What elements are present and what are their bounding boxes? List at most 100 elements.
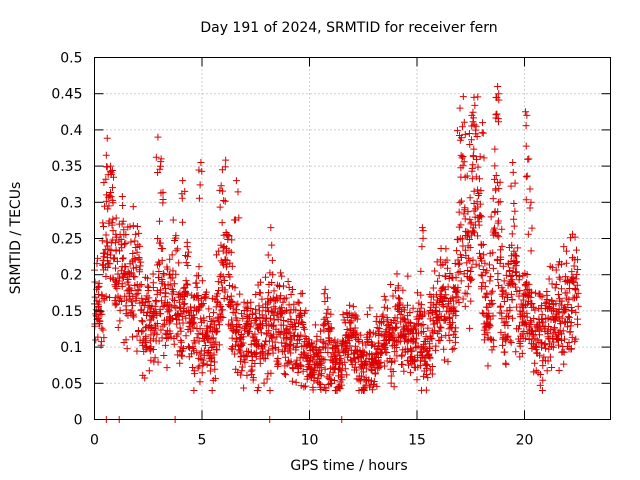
data-point — [175, 316, 183, 324]
data-point — [540, 353, 548, 361]
data-point — [274, 346, 282, 354]
y-tick-label: 0.25 — [51, 232, 82, 248]
data-point — [564, 323, 572, 331]
data-point — [177, 336, 185, 344]
data-point — [464, 282, 472, 290]
data-point — [193, 283, 201, 291]
data-point — [265, 327, 273, 335]
data-point — [94, 254, 102, 262]
data-point — [530, 303, 538, 311]
data-point — [382, 296, 390, 304]
data-point — [440, 356, 448, 364]
data-point — [221, 286, 229, 294]
data-point — [551, 284, 559, 292]
data-point — [444, 358, 452, 366]
data-point — [498, 225, 506, 233]
data-point — [264, 251, 272, 259]
data-point — [321, 298, 329, 306]
data-point — [321, 285, 329, 293]
data-point — [472, 173, 480, 181]
data-point — [122, 336, 130, 344]
data-point — [152, 298, 160, 306]
data-point — [147, 331, 155, 339]
data-point — [419, 328, 427, 336]
data-point — [508, 230, 516, 238]
data-point — [122, 302, 130, 310]
data-point — [152, 296, 160, 304]
data-point — [113, 285, 121, 293]
data-point — [558, 330, 566, 338]
data-point — [431, 267, 439, 275]
data-point — [480, 336, 488, 344]
data-point — [190, 387, 198, 395]
data-point — [349, 303, 357, 311]
data-point — [269, 322, 277, 330]
data-point — [321, 365, 329, 373]
data-point — [192, 279, 200, 287]
data-point — [527, 288, 535, 296]
data-point — [323, 294, 331, 302]
data-point — [526, 185, 534, 193]
data-point — [343, 325, 351, 333]
data-point — [122, 231, 130, 239]
data-point — [217, 257, 225, 265]
data-point — [278, 272, 286, 280]
data-point — [127, 269, 135, 277]
data-point — [255, 302, 263, 310]
data-point — [488, 336, 496, 344]
data-point — [277, 292, 285, 300]
data-point — [366, 333, 374, 341]
data-point — [100, 178, 108, 186]
data-point — [509, 168, 517, 176]
data-point — [155, 337, 163, 345]
data-point — [489, 195, 497, 203]
data-point — [400, 315, 408, 323]
data-point — [189, 324, 197, 332]
data-point — [383, 304, 391, 312]
data-point — [132, 297, 140, 305]
data-point — [156, 217, 164, 225]
data-point — [478, 129, 486, 137]
data-point — [562, 247, 570, 255]
data-point — [284, 277, 292, 285]
data-point — [548, 363, 556, 371]
data-point — [335, 348, 343, 356]
data-point — [561, 273, 569, 281]
data-point — [182, 289, 190, 297]
data-point — [366, 304, 374, 312]
data-point — [138, 328, 146, 336]
data-point — [525, 155, 533, 163]
data-point — [294, 368, 302, 376]
data-point — [479, 119, 487, 127]
data-point — [512, 283, 520, 291]
data-point — [212, 338, 220, 346]
y-tick-label: 0.2 — [60, 268, 82, 284]
data-point — [558, 260, 566, 268]
data-point — [175, 259, 183, 267]
data-point — [212, 345, 220, 353]
data-point — [447, 323, 455, 331]
data-point — [157, 158, 165, 166]
data-point — [351, 342, 359, 350]
data-point — [159, 188, 167, 196]
data-point — [512, 348, 520, 356]
data-point — [183, 281, 191, 289]
data-point — [491, 162, 499, 170]
data-point — [329, 349, 337, 357]
data-point — [292, 359, 300, 367]
data-point — [156, 165, 164, 173]
data-point — [460, 118, 468, 126]
data-point — [300, 348, 308, 356]
data-point — [104, 263, 112, 271]
data-point — [153, 320, 161, 328]
data-points — [91, 83, 582, 423]
data-point — [96, 320, 104, 328]
data-point — [489, 249, 497, 257]
data-point — [129, 222, 137, 230]
data-point — [570, 262, 578, 270]
data-point — [238, 363, 246, 371]
data-point — [500, 277, 508, 285]
data-point — [219, 187, 227, 195]
data-point — [253, 387, 261, 395]
data-point — [532, 346, 540, 354]
